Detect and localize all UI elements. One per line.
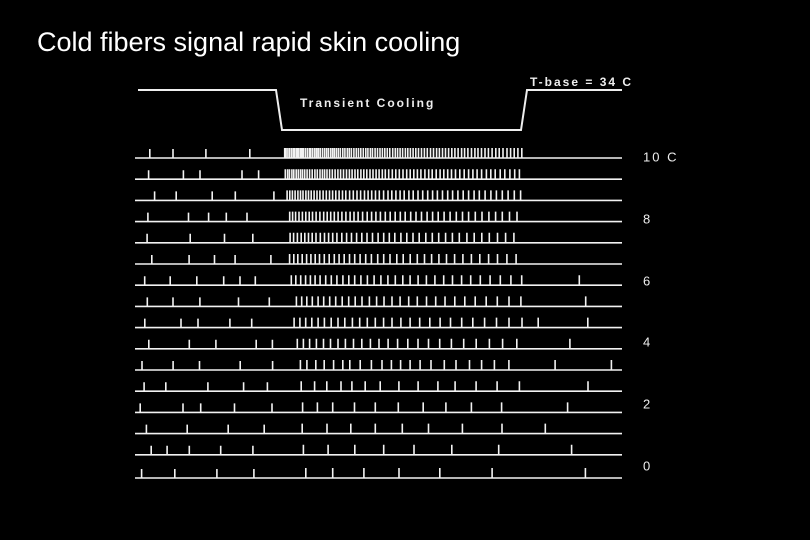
spike-train xyxy=(135,360,622,371)
spike-train xyxy=(135,402,622,414)
spike-train xyxy=(135,468,622,479)
baseline-label: T-base = 34 C xyxy=(530,75,633,89)
spike-train xyxy=(135,190,622,202)
spike-train xyxy=(135,296,622,308)
trace-labels: 10 C 8 6 4 2 0 xyxy=(643,149,678,473)
trace-label: 4 xyxy=(643,334,652,349)
trace-label: 8 xyxy=(643,211,652,226)
spike-train xyxy=(135,254,622,265)
trace-label: 2 xyxy=(643,396,652,411)
trace-label: 10 C xyxy=(643,149,678,164)
spike-train xyxy=(135,338,622,350)
spike-train xyxy=(135,381,622,392)
trace-label: 0 xyxy=(643,458,652,473)
spike-train xyxy=(135,148,622,159)
spike-train xyxy=(135,232,622,244)
spike-train xyxy=(135,423,622,435)
spike-train xyxy=(135,444,622,456)
spike-train xyxy=(135,169,622,180)
spike-train xyxy=(135,211,622,223)
spike-train xyxy=(135,317,622,329)
stimulus-trace xyxy=(138,89,622,131)
slide-title: Cold fibers signal rapid skin cooling xyxy=(37,27,460,57)
step-label: Transient Cooling xyxy=(300,96,435,110)
spike-train xyxy=(135,275,622,286)
trace-label: 6 xyxy=(643,273,652,288)
spike-traces xyxy=(135,148,622,479)
